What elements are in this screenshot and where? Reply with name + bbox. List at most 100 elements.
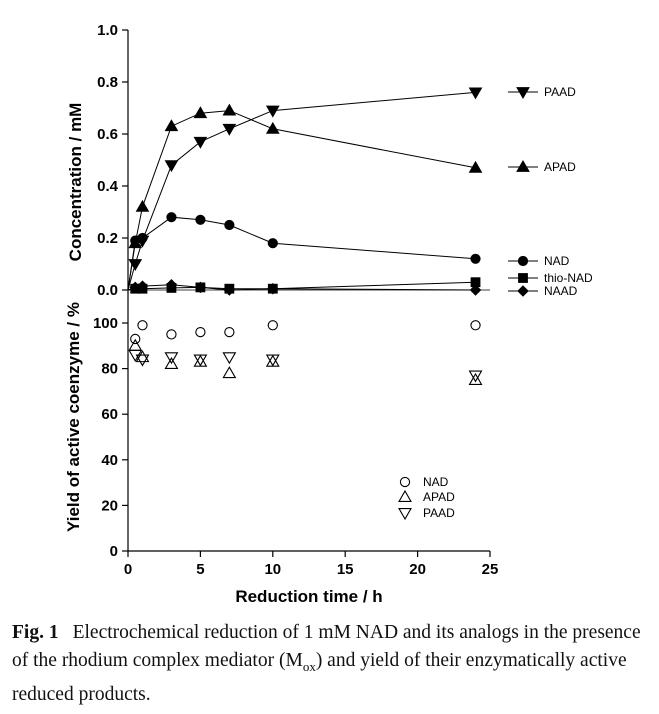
data-point-paad — [222, 123, 237, 136]
legend-label: NAAD — [544, 284, 578, 298]
caption-label: Fig. 1 — [12, 622, 59, 643]
yield-series-nad — [130, 320, 481, 345]
yield-legend-marker — [399, 476, 411, 488]
caption-subscript: ox — [302, 658, 316, 674]
data-point-apad — [222, 103, 237, 116]
x-tick-label: 15 — [337, 561, 354, 578]
series-nad — [127, 212, 481, 291]
yield-point-nad — [195, 326, 206, 338]
yield-point-paad — [222, 352, 237, 365]
x-tick-label: 20 — [409, 561, 426, 578]
y-tick-label-top: 0.4 — [97, 178, 119, 195]
data-point-nad — [166, 212, 177, 223]
x-tick-label: 5 — [196, 561, 204, 578]
caption-text-after: ) and yield of their enzymatically activ… — [12, 650, 627, 705]
yield-point-paad — [164, 352, 179, 365]
x-tick-label: 25 — [482, 561, 499, 578]
legend-marker — [518, 273, 528, 283]
data-point-nad — [137, 232, 148, 244]
y-tick-label-bottom: 0 — [110, 543, 118, 560]
series-line-apad — [127, 110, 476, 291]
y-tick-label-top: 0.6 — [97, 126, 118, 143]
legend-label: PAAD — [544, 85, 576, 99]
x-axis-title: Reduction time / h — [235, 587, 382, 606]
yield-legend-label: NAD — [423, 475, 449, 489]
caption-text-before: Electrochemical reduction of 1 mM NAD an… — [12, 622, 641, 671]
legend-item-paad: PAAD — [508, 85, 576, 99]
legend-item-thio-nad: thio-NAD — [508, 271, 593, 285]
y-tick-label-top: 0.0 — [97, 282, 118, 299]
data-point-nad — [470, 253, 481, 264]
legend-marker — [516, 87, 530, 99]
series-naad — [127, 279, 482, 296]
y-tick-label-top: 0.8 — [97, 74, 118, 91]
y-tick-label-bottom: 100 — [93, 315, 118, 332]
yield-point-apad — [164, 356, 179, 370]
x-tick-label: 10 — [264, 561, 281, 578]
legend-marker — [516, 160, 530, 172]
data-point-apad — [135, 199, 150, 212]
yield-point-apad — [468, 372, 483, 385]
yield-point-nad — [267, 320, 278, 331]
yield-legend-marker — [398, 508, 412, 521]
data-point-paad — [468, 87, 483, 100]
data-point-paad — [193, 136, 208, 149]
legend-marker — [517, 255, 529, 267]
data-point-apad — [265, 121, 280, 134]
legend-label: thio-NAD — [544, 271, 593, 285]
yield-legend-label: APAD — [423, 490, 455, 504]
yield-point-nad — [130, 333, 141, 345]
yield-point-paad — [128, 349, 143, 363]
yield-series-apad — [128, 338, 483, 385]
legend-marker — [517, 285, 529, 297]
yield-series-paad — [128, 349, 483, 383]
data-point-apad — [468, 160, 483, 173]
yield-legend-label: PAAD — [423, 506, 455, 520]
y-axis-title-bottom: Yield of active coenzyme / % — [64, 302, 83, 532]
y-tick-label-bottom: 40 — [101, 452, 118, 469]
yield-point-nad — [166, 329, 177, 340]
yield-point-paad — [265, 354, 280, 367]
figure-caption: Fig. 1 Electrochemical reduction of 1 mM … — [12, 619, 652, 709]
yield-point-nad — [470, 320, 481, 331]
data-point-nad — [195, 214, 206, 225]
y-tick-label-top: 1.0 — [97, 22, 118, 39]
legend-item-apad: APAD — [508, 160, 576, 174]
yield-legend-item-paad: PAAD — [398, 506, 455, 521]
y-tick-label-bottom: 20 — [101, 497, 118, 514]
x-tick-label: 0 — [124, 561, 132, 578]
data-point-apad — [164, 119, 179, 132]
yield-point-paad — [135, 354, 150, 367]
yield-point-apad — [135, 350, 150, 363]
y-tick-label-bottom: 80 — [101, 361, 118, 378]
series-apad — [127, 103, 483, 291]
yield-point-apad — [222, 366, 237, 379]
yield-legend-item-apad: APAD — [398, 489, 455, 504]
series-paad — [127, 87, 483, 291]
legend-item-naad: NAAD — [508, 284, 578, 298]
data-point-apad — [193, 106, 208, 119]
data-point-nad — [224, 219, 235, 231]
legend-label: APAD — [544, 160, 576, 174]
data-point-nad — [267, 238, 278, 249]
data-point-paad — [164, 160, 179, 173]
yield-point-nad — [224, 326, 235, 338]
yield-point-paad — [468, 370, 483, 383]
yield-point-paad — [193, 354, 208, 367]
legend-item-nad: NAD — [508, 254, 570, 268]
yield-legend-marker — [398, 489, 412, 502]
yield-point-nad — [137, 320, 148, 331]
series-line-nad — [127, 216, 476, 291]
y-axis-title-top: Concentration / mM — [66, 103, 85, 262]
y-tick-label-top: 0.2 — [97, 230, 118, 247]
axes: 0.0 0.2 0.4 0.6 0.8 1.0 0 20 40 60 80 100 0 5 10 15 20 25… — [64, 22, 498, 606]
legend-label: NAD — [544, 254, 570, 268]
y-tick-label-bottom: 60 — [101, 406, 118, 423]
data-point-naad — [136, 280, 149, 292]
data-point-paad — [265, 105, 280, 118]
yield-legend-item-nad: NAD — [399, 475, 449, 489]
data-point-naad — [267, 282, 279, 295]
